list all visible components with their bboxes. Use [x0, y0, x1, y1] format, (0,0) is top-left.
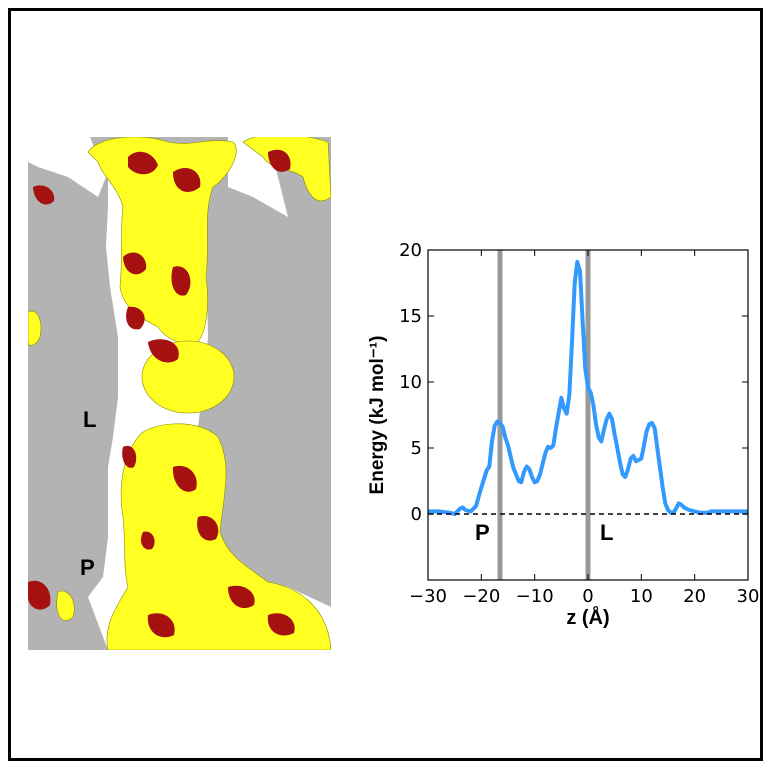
- y-tick-label: 15: [399, 306, 422, 327]
- energy-series-line: [428, 259, 748, 516]
- x-tick-label: 10: [630, 586, 653, 607]
- x-tick-label: −10: [516, 586, 554, 607]
- x-axis-label: z (Å): [566, 605, 609, 629]
- y-tick-label: 10: [399, 372, 422, 393]
- x-tick-label: 0: [582, 586, 593, 607]
- figure-frame: [8, 8, 763, 761]
- y-tick-label: 0: [411, 504, 422, 525]
- marker-label-p: P: [475, 520, 490, 545]
- x-tick-label: 20: [683, 586, 706, 607]
- y-axis-label: Energy (kJ mol⁻¹): [367, 336, 388, 495]
- y-tick-label: 20: [399, 240, 422, 261]
- surface-polar-patches: [28, 149, 295, 638]
- x-tick-label: −20: [462, 586, 500, 607]
- y-tick-label: 5: [411, 438, 422, 459]
- surface-label-l: L: [83, 407, 96, 432]
- vertical-marker-lines: [497, 250, 591, 580]
- channel-surface-rendering: L P: [28, 137, 331, 650]
- x-tick-label: 30: [737, 586, 760, 607]
- x-tick-label: −30: [409, 586, 447, 607]
- surface-label-p: P: [80, 555, 95, 580]
- marker-label-l: L: [600, 520, 613, 545]
- axis-ticks: −30 −20 −10 0 10 20 30 0 5 10 15 20: [399, 240, 759, 607]
